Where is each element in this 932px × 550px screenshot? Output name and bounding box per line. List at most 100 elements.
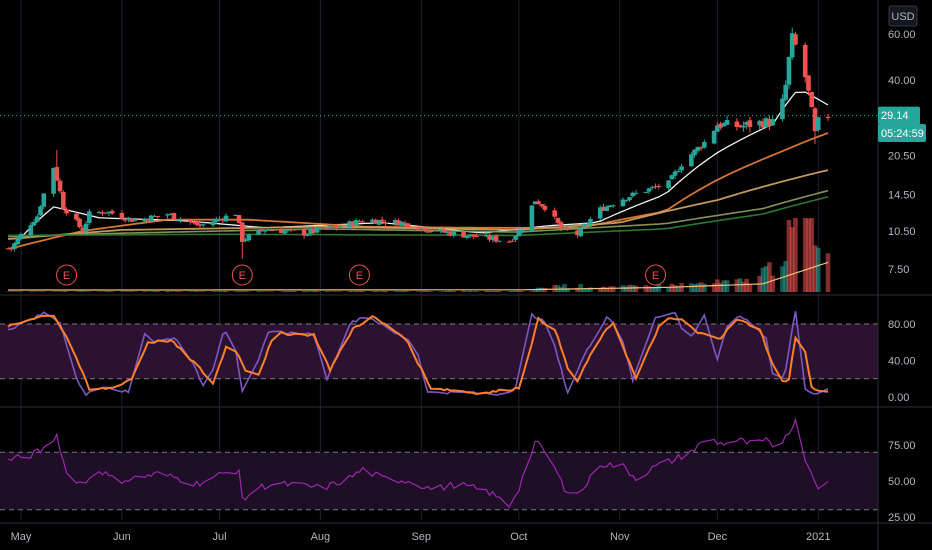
candle[interactable] [305,232,310,237]
candle[interactable] [422,227,427,233]
candle[interactable] [38,204,43,217]
candle[interactable] [493,234,499,244]
candle[interactable] [353,218,359,226]
candle[interactable] [471,234,476,240]
candle[interactable] [555,217,561,224]
currency-badge[interactable]: USD [888,5,918,27]
candle[interactable] [676,168,681,173]
candle[interactable] [575,229,580,238]
candle[interactable] [418,227,424,230]
candle[interactable] [197,221,203,229]
candle[interactable] [588,216,593,227]
candle[interactable] [689,152,694,167]
candle[interactable] [61,190,66,210]
candle[interactable] [763,116,769,129]
candle[interactable] [285,229,291,233]
candle[interactable] [490,235,496,243]
candle[interactable] [399,220,405,229]
candle[interactable] [724,115,730,126]
candle[interactable] [666,180,671,191]
candle[interactable] [747,116,753,133]
candle[interactable] [370,218,375,223]
candle[interactable] [802,42,808,83]
candle[interactable] [119,210,125,220]
earnings-marker[interactable]: E [645,264,667,286]
candle[interactable] [649,185,655,190]
candle[interactable] [656,183,662,190]
candle[interactable] [620,197,626,207]
candle[interactable] [311,228,317,236]
candle[interactable] [31,218,37,226]
candle[interactable] [770,115,775,127]
candle[interactable] [314,226,320,234]
candle[interactable] [760,118,766,130]
candle[interactable] [292,229,297,231]
candle[interactable] [106,211,112,217]
candle[interactable] [532,201,538,205]
candle[interactable] [396,218,401,226]
candle[interactable] [194,218,200,227]
candle[interactable] [542,203,548,213]
candle[interactable] [347,220,352,228]
candle[interactable] [806,75,811,96]
candle[interactable] [402,220,408,226]
candle[interactable] [812,106,818,144]
candle[interactable] [64,207,69,216]
candle[interactable] [581,222,587,228]
candle[interactable] [484,232,489,238]
candle[interactable] [630,191,636,198]
candle[interactable] [220,217,226,224]
candle[interactable] [77,217,82,229]
candle[interactable] [646,187,652,195]
candle[interactable] [597,205,603,221]
candle[interactable] [148,214,154,222]
candle[interactable] [233,214,239,217]
candle[interactable] [126,216,131,223]
candle[interactable] [506,240,512,243]
candle[interactable] [383,220,388,227]
candle[interactable] [536,199,541,205]
candle[interactable] [165,213,170,219]
candle[interactable] [200,222,206,228]
candle[interactable] [809,91,815,108]
candle[interactable] [331,226,336,228]
candle[interactable] [464,236,470,240]
candle[interactable] [18,232,24,241]
earnings-marker[interactable]: E [56,264,78,286]
candle[interactable] [721,121,727,127]
candle[interactable] [405,223,411,229]
candle[interactable] [373,218,378,224]
candle[interactable] [539,203,544,208]
candle[interactable] [239,221,245,259]
candle[interactable] [737,124,743,129]
candle[interactable] [516,227,522,237]
candle[interactable] [5,247,11,250]
candle[interactable] [558,220,564,232]
candle[interactable] [57,178,63,194]
candle[interactable] [12,242,17,252]
candle[interactable] [80,225,86,233]
candle[interactable] [584,222,590,227]
candle[interactable] [767,115,772,131]
candle[interactable] [34,214,40,223]
candle[interactable] [718,121,723,130]
candle[interactable] [122,217,128,223]
candle[interactable] [168,212,173,216]
candle[interactable] [444,230,450,236]
candle[interactable] [679,163,684,173]
candle[interactable] [282,229,287,235]
candle[interactable] [132,217,138,222]
candle[interactable] [109,209,115,216]
candle[interactable] [607,204,613,208]
candle[interactable] [171,212,177,220]
candle[interactable] [350,220,356,229]
candle[interactable] [474,233,479,238]
candle[interactable] [308,226,313,236]
candle[interactable] [529,205,535,232]
candle[interactable] [87,209,92,225]
candle[interactable] [392,218,398,226]
candle[interactable] [360,219,365,223]
candle[interactable] [357,219,362,223]
candle[interactable] [51,167,56,197]
